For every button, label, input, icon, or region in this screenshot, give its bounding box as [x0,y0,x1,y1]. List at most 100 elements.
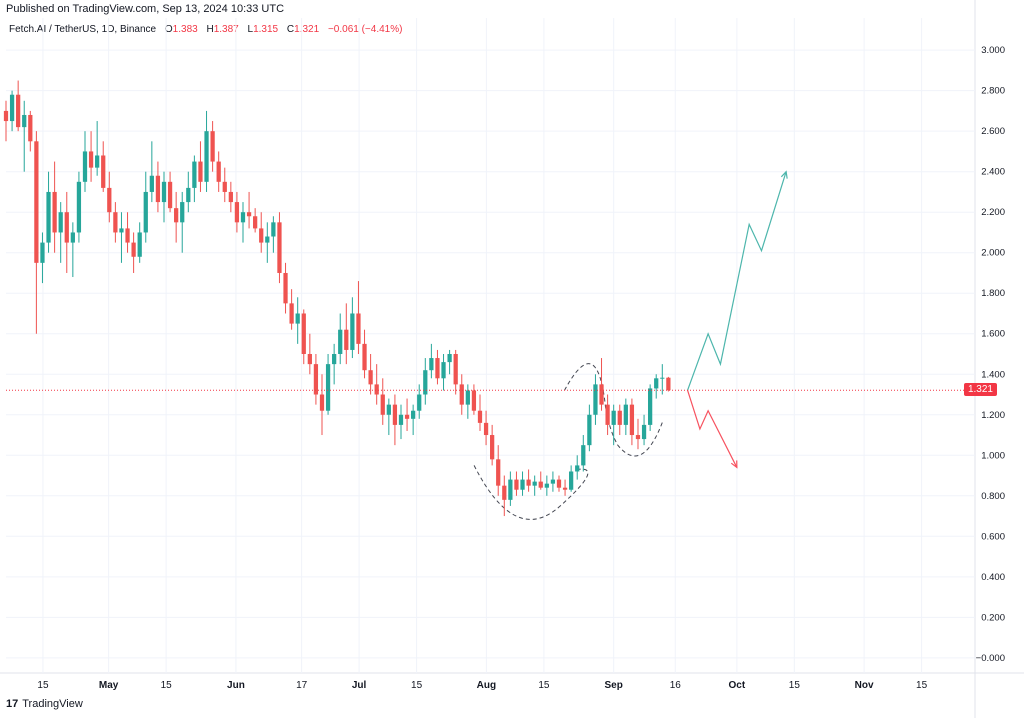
candle-body [429,358,434,371]
candle-body [125,228,130,243]
candle-body [307,354,312,365]
candle-body [648,388,653,425]
candle-body [301,313,306,354]
candle-body [477,410,483,423]
candle-body [374,384,379,395]
candle-body [599,384,604,405]
candle-body [435,358,440,379]
candle-body [362,343,367,371]
candle-body [167,181,173,209]
candle-body [222,181,227,192]
high-value: 1.387 [213,24,239,35]
published-note: Published on TradingView.com, Sep 13, 20… [6,3,285,15]
footer: 17 TradingView [6,698,83,710]
candle-body [46,191,51,243]
y-tick-label: 0.800 [981,491,1005,502]
open-label: O [164,24,173,35]
y-tick-label: 3.000 [981,45,1005,56]
candle-body [277,222,282,273]
tradingview-logo-icon: 17 [6,698,19,710]
current-price-tag: 1.321 [963,383,997,397]
candle-body [137,232,142,257]
candle-body [161,181,167,203]
low-value: 1.315 [253,24,279,35]
y-tick-label: 2.800 [981,86,1005,97]
candle-body [82,151,88,182]
candle-body [611,410,616,425]
candle-body [350,313,355,350]
candle-body [149,175,154,192]
candle-body [556,479,562,488]
change-value: −0.061 (−4.41%) [327,24,403,35]
candle-body [356,313,361,344]
candle-body [411,410,416,419]
candle-body [423,370,428,395]
low-label: L [247,24,254,35]
projections [687,170,788,469]
y-tick-label: 0.600 [981,531,1005,542]
candle-body [95,155,100,168]
candle-body [246,212,252,217]
candle-body [265,236,270,243]
candle-body [64,212,69,243]
candle-body [532,481,537,486]
candle-body [332,354,337,365]
symbol-legend: Fetch.AI / TetherUS, 1D, Binance O1.383 … [9,24,402,35]
candle-body [192,161,197,188]
x-tick-label: 15 [789,680,801,691]
candle-body [198,161,203,182]
candle-body [562,487,568,490]
x-tick-label: 15 [37,680,49,691]
candle-body [605,404,610,425]
x-tick-label: Aug [477,680,496,691]
candle-body [623,404,628,425]
candle-body [295,313,300,324]
candle-body [174,208,179,223]
candle-body [319,394,325,411]
candle-body [34,141,39,263]
candle-body [538,481,543,488]
candle-body [88,151,94,168]
candle-body [471,390,477,411]
candle-body [283,272,288,304]
y-tick-label: 1.000 [981,450,1005,461]
x-tick-label: Jul [352,680,367,691]
cup-handle-pattern [473,363,664,520]
candle-body [544,483,549,488]
x-tick-label: Jun [227,680,245,691]
candle-body [3,110,9,122]
x-tick-label: May [99,680,119,691]
y-tick-label: 2.400 [981,167,1005,178]
y-axis: 3.000 2.800 2.600 2.400 2.200 2.000 1.800 1.600… [976,45,1005,664]
x-tick-label: 15 [411,680,423,691]
candle-body [234,202,240,223]
candle-body [654,378,659,389]
candle-body [325,364,331,411]
projection-up-line [687,171,787,391]
candle-body [76,181,82,233]
candle-body [593,384,598,415]
candle-body [131,242,136,257]
candle-body [441,362,446,379]
candle-body [514,479,519,490]
handle-curve [563,363,664,457]
candle-body [52,191,57,233]
candle-body [660,377,665,379]
y-tick-label: −0.000 [976,653,1005,664]
y-tick-label: 2.600 [981,126,1005,137]
y-tick-label: 1.600 [981,329,1005,340]
candle-body [617,410,622,425]
candle-body [228,191,233,203]
candle-body [447,354,452,363]
candle-body [629,404,635,436]
candle-body [459,384,464,405]
open-value: 1.383 [172,24,198,35]
candle-body [520,479,525,490]
footer-brand: TradingView [22,698,83,710]
candle-body [22,114,27,128]
candle-body [58,212,63,233]
projection-down-line [687,390,738,468]
candle-body [386,404,391,415]
candle-body [210,131,215,162]
